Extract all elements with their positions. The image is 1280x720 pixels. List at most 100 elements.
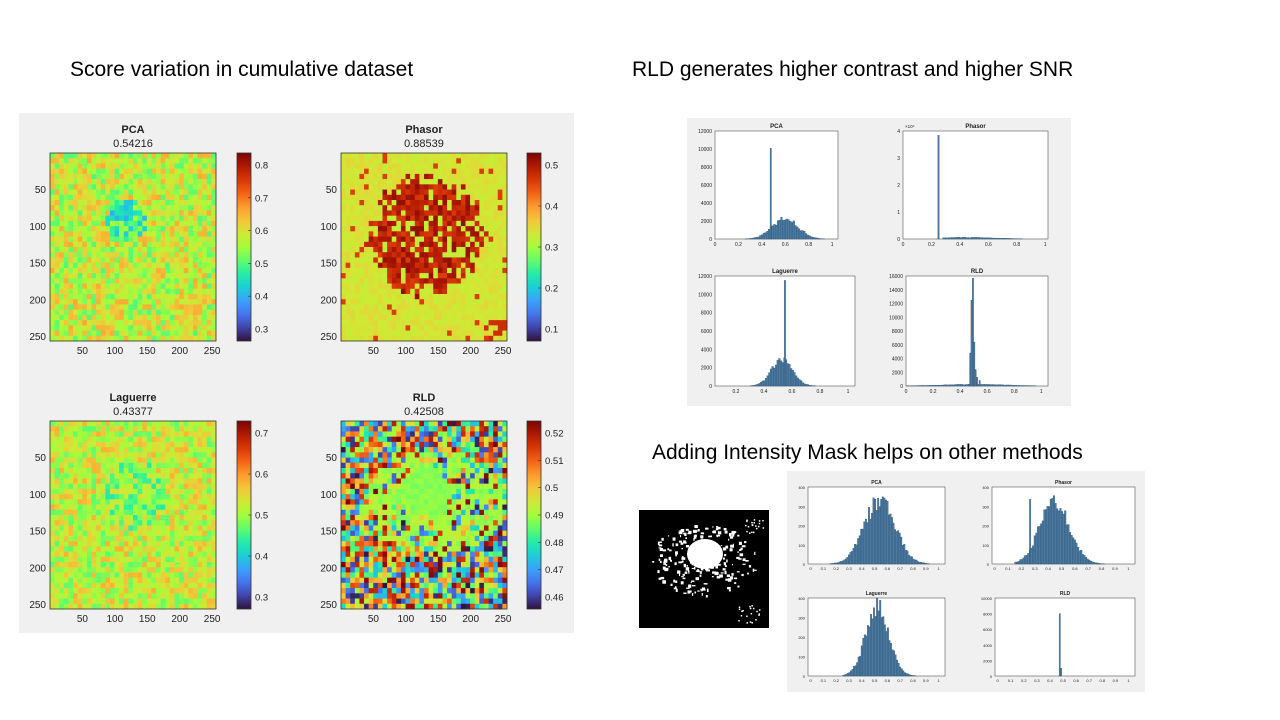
colorbar-tick: 0.6: [255, 470, 268, 481]
hist-bar: [759, 235, 762, 240]
map-frame: [340, 152, 508, 342]
hist-y-tick: 0: [709, 237, 712, 243]
map-y-tick: 200: [29, 563, 46, 574]
hist-bar: [801, 382, 804, 387]
hist-bar: [763, 380, 766, 387]
map-score: 0.43377: [113, 406, 153, 418]
hist-bar: [761, 380, 764, 387]
mask-speck: [758, 609, 761, 611]
hist-bars: [829, 496, 930, 565]
hist-y-tick: 8000: [892, 329, 903, 335]
hist-bar: [843, 674, 846, 677]
mask-speck: [716, 535, 719, 538]
mask-speck: [657, 570, 660, 574]
hist-bar: [1043, 509, 1046, 565]
mask-speck: [732, 543, 734, 546]
hist-bar: [1038, 526, 1041, 565]
heading-rld-contrast: RLD generates higher contrast and higher…: [632, 58, 1074, 81]
mask-speck: [693, 535, 697, 539]
mask-speck: [703, 583, 708, 585]
map-frame: [340, 420, 508, 610]
hist-x-tick: 0.8: [1099, 566, 1105, 571]
hist-bar: [808, 235, 811, 240]
mask-speck: [700, 559, 703, 563]
hist-bar: [1064, 510, 1067, 565]
mask-speck: [699, 561, 702, 565]
hist-bar: [1002, 238, 1006, 240]
hist-bar: [766, 375, 769, 387]
hist-bar: [883, 624, 886, 677]
hist-bar: [1093, 562, 1096, 565]
mask-speck: [752, 607, 755, 610]
mask-speck: [758, 522, 761, 525]
mask-speck: [712, 526, 714, 528]
hist-x-tick: 0.3: [1034, 678, 1040, 683]
hist-bar: [775, 364, 778, 387]
hist-y-tick: 0: [803, 674, 806, 679]
hist-bar: [1033, 535, 1036, 565]
hist-bot-rld: RLD 10000 8000 6000 4000 2000 00 0.1 0.2 0.3 0.4 0.…: [981, 591, 1136, 683]
map-x-tick: 150: [430, 614, 447, 625]
hist-title: Phasor: [1055, 480, 1072, 486]
hist-bar: [1051, 498, 1054, 565]
hist-x-tick: 0.7: [1086, 678, 1092, 683]
map-pixels: [50, 421, 217, 610]
hist-bar: [1000, 384, 1004, 387]
hist-x-tick: 0: [905, 389, 908, 395]
mask-speck: [689, 561, 694, 564]
hist-bar: [1022, 557, 1025, 565]
mask-speck: [732, 533, 735, 537]
mask-speck: [686, 587, 690, 589]
hist-bar: [948, 237, 952, 240]
hist-bar: [1040, 523, 1043, 565]
mask-speck: [670, 559, 672, 562]
mask-speck: [713, 552, 717, 556]
hist-bar: [865, 635, 868, 677]
hist-bar: [885, 631, 888, 677]
mask-speck: [675, 586, 677, 589]
hist-bar: [884, 499, 887, 565]
hist-bar: [798, 379, 801, 387]
hist-title: Laguerre: [772, 269, 798, 275]
hist-bars: [749, 280, 816, 387]
mask-speck: [689, 590, 692, 593]
hist-bar: [909, 556, 912, 565]
hist-bar: [1065, 524, 1068, 565]
mask-speck: [712, 547, 715, 550]
mask-speck: [737, 585, 740, 588]
hist-bar: [783, 219, 787, 240]
mask-speck: [739, 553, 744, 557]
mask-speck: [703, 547, 707, 551]
mask-speck: [682, 533, 686, 535]
hist-bar: [795, 375, 798, 387]
hist-bar: [863, 521, 866, 565]
hist-y-tick: 6000: [701, 183, 712, 189]
hist-bar: [848, 672, 851, 677]
mask-speck: [697, 557, 699, 561]
mask-speck: [680, 529, 685, 533]
hist-bar: [1091, 561, 1094, 565]
hist-bar: [962, 237, 966, 240]
hist-axes: [994, 597, 1136, 677]
mask-speck: [699, 574, 702, 577]
hist-x-tick: 1: [937, 566, 940, 571]
hist-bar: [1080, 550, 1083, 565]
mask-speck: [736, 571, 740, 573]
hist-bar: [976, 237, 980, 240]
hist-bar: [924, 385, 928, 387]
hist-bar: [842, 674, 845, 677]
hist-bar: [888, 514, 890, 565]
hist-x-tick: 0.9: [923, 678, 929, 683]
hist-x-tick: 0.4: [956, 242, 963, 248]
hist-bar: [755, 237, 758, 240]
hist-bar: [771, 366, 774, 387]
map-x-tick: 250: [495, 346, 512, 357]
hist-bar: [1029, 499, 1031, 565]
hist-bar: [907, 554, 910, 565]
hist-bar: [1022, 385, 1026, 387]
hist-y-tick: 300: [798, 616, 805, 621]
mask-speck: [675, 588, 678, 592]
map-y-tick: 50: [326, 185, 338, 196]
hist-bar: [1096, 562, 1099, 565]
mask-speck: [704, 568, 709, 571]
